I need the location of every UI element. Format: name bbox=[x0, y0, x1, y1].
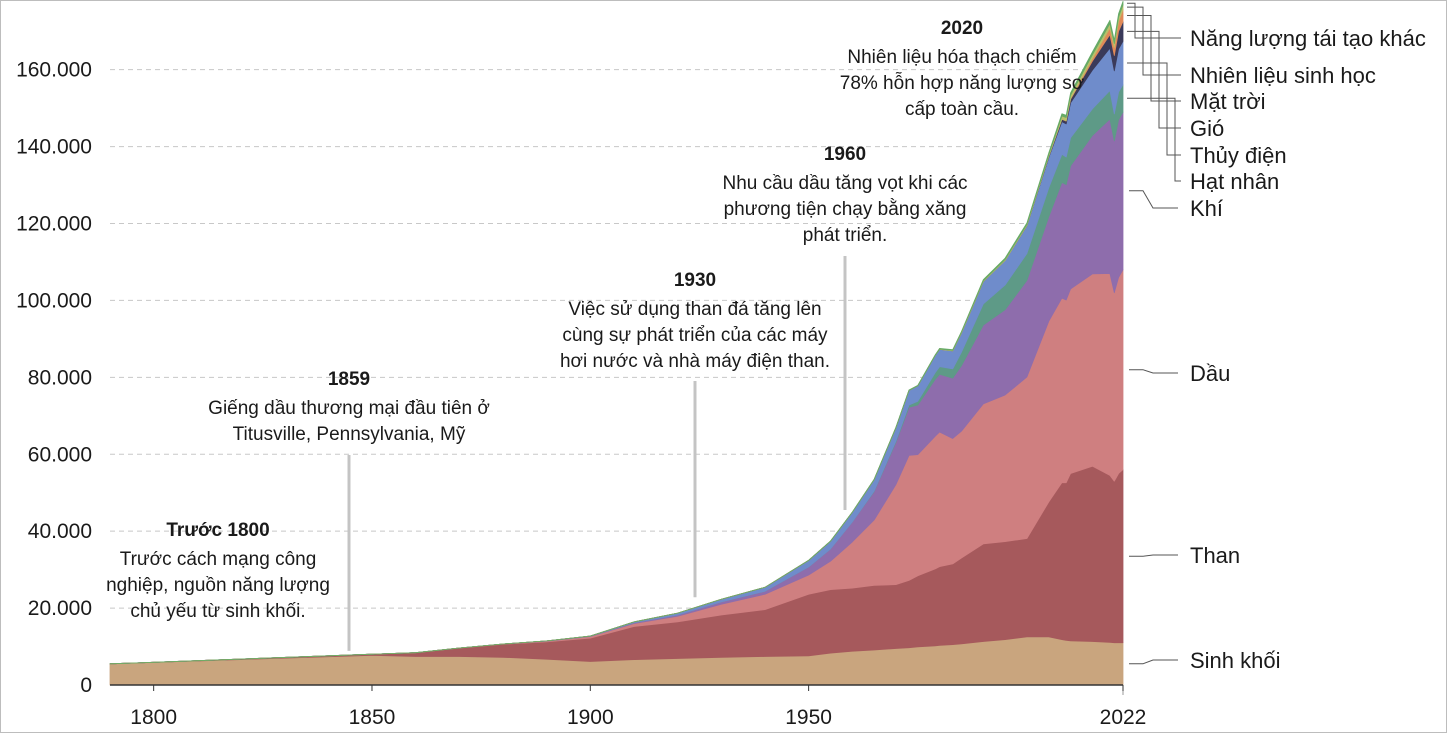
annotation-title: 1930 bbox=[674, 270, 716, 291]
legend-leader bbox=[1129, 659, 1178, 665]
annotation-title: Trước 1800 bbox=[166, 520, 269, 541]
y-tick-label: 40.000 bbox=[28, 520, 92, 543]
y-tick-label: 0 bbox=[80, 674, 92, 697]
legend-leader bbox=[1127, 15, 1181, 102]
legend-item-sinh-khoi: Sinh khối bbox=[1129, 648, 1281, 673]
legend-label: Sinh khối bbox=[1190, 648, 1281, 673]
legend-leader bbox=[1129, 369, 1178, 374]
annotation-text: nghiệp, nguồn năng lượng bbox=[106, 575, 330, 596]
annotation-text: Nhu cầu dầu tăng vọt khi các bbox=[722, 173, 967, 194]
annotation-1930: 1930 Việc sử dụng than đá tăng lên cùng sự… bbox=[560, 270, 830, 598]
annotation-text: Giếng dầu thương mại đầu tiên ở bbox=[208, 398, 490, 419]
legend-leader bbox=[1127, 62, 1181, 156]
legend-leader bbox=[1129, 190, 1178, 209]
annotation-text: cùng sự phát triển của các máy bbox=[562, 325, 828, 346]
annotation-1960: 1960 Nhu cầu dầu tăng vọt khi các phương t… bbox=[722, 144, 968, 511]
annotation-title: 2020 bbox=[941, 18, 983, 39]
legend-label: Nhiên liệu sinh học bbox=[1190, 63, 1376, 88]
legend-label: Thủy điện bbox=[1190, 143, 1287, 168]
annotation-text: cấp toàn cầu. bbox=[905, 99, 1019, 120]
annotation-text: phát triển. bbox=[803, 225, 888, 246]
x-tick-label: 2022 bbox=[1100, 706, 1147, 729]
legend-item-dau: Dầu bbox=[1129, 361, 1230, 386]
annotation-text: phương tiện chạy bằng xăng bbox=[724, 198, 967, 220]
annotation-1859: 1859 Giếng dầu thương mại đầu tiên ở Titus… bbox=[208, 369, 490, 651]
annotation-title: 1960 bbox=[824, 144, 866, 165]
legend-label: Mặt trời bbox=[1190, 89, 1266, 114]
y-tick-label: 100.000 bbox=[16, 289, 92, 312]
legend-label: Hạt nhân bbox=[1190, 169, 1279, 194]
x-tick-label: 1900 bbox=[567, 706, 614, 729]
annotation-text: chủ yếu từ sinh khối. bbox=[130, 601, 305, 622]
legend-label: Dầu bbox=[1190, 361, 1230, 386]
y-tick-label: 80.000 bbox=[28, 366, 92, 389]
legend-item-nhien-lieu-sinh-hoc: Nhiên liệu sinh học bbox=[1127, 6, 1376, 88]
annotation-text: Việc sử dụng than đá tăng lên bbox=[568, 299, 821, 320]
legend-leader bbox=[1127, 2, 1181, 39]
axes: 0 20.000 40.000 60.000 80.000 100.000 120.000 1… bbox=[16, 59, 1146, 729]
x-tick-label: 1950 bbox=[785, 706, 832, 729]
annotation-text: Trước cách mạng công bbox=[120, 549, 317, 570]
annotation-text: 78% hỗn hợp năng lượng sơ bbox=[840, 72, 1084, 94]
legend-item-mat-troi: Mặt trời bbox=[1127, 15, 1266, 114]
legend-item-thuy-dien: Thủy điện bbox=[1127, 62, 1287, 168]
area-nang-luong-tai-tao-khac bbox=[109, 0, 1124, 665]
y-tick-label: 120.000 bbox=[16, 213, 92, 236]
annotation-text: hơi nước và nhà máy điện than. bbox=[560, 351, 830, 372]
annotation-title: 1859 bbox=[328, 369, 370, 390]
legend-label: Gió bbox=[1190, 116, 1224, 141]
annotation-truoc-1800: Trước 1800 Trước cách mạng công nghiệp, ng… bbox=[106, 520, 330, 622]
legend-item-khi: Khí bbox=[1129, 190, 1223, 221]
legend-item-than: Than bbox=[1129, 543, 1240, 568]
legend-label: Năng lượng tái tạo khác bbox=[1190, 26, 1426, 51]
annotation-2020: 2020 Nhiên liệu hóa thạch chiếm 78% hỗn hợ… bbox=[840, 18, 1084, 120]
y-tick-label: 20.000 bbox=[28, 597, 92, 620]
area-series bbox=[109, 0, 1124, 686]
x-tick-label: 1800 bbox=[130, 706, 177, 729]
legend-item-hat-nhan: Hạt nhân bbox=[1127, 97, 1279, 194]
legend-item-nang-luong-tai-tao-khac: Năng lượng tái tạo khác bbox=[1127, 2, 1426, 51]
x-tick-label: 1850 bbox=[349, 706, 396, 729]
annotations: Trước 1800 Trước cách mạng công nghiệp, ng… bbox=[106, 18, 1084, 651]
y-tick-label: 60.000 bbox=[28, 443, 92, 466]
y-tick-label: 160.000 bbox=[16, 59, 92, 82]
annotation-text: Titusville, Pennsylvania, Mỹ bbox=[233, 424, 466, 445]
legend-label: Than bbox=[1190, 543, 1240, 568]
annotation-text: Nhiên liệu hóa thạch chiếm bbox=[847, 47, 1076, 68]
legend-label: Khí bbox=[1190, 196, 1223, 221]
gridlines bbox=[110, 69, 1123, 609]
legend-leader bbox=[1129, 554, 1178, 557]
y-tick-label: 140.000 bbox=[16, 136, 92, 159]
